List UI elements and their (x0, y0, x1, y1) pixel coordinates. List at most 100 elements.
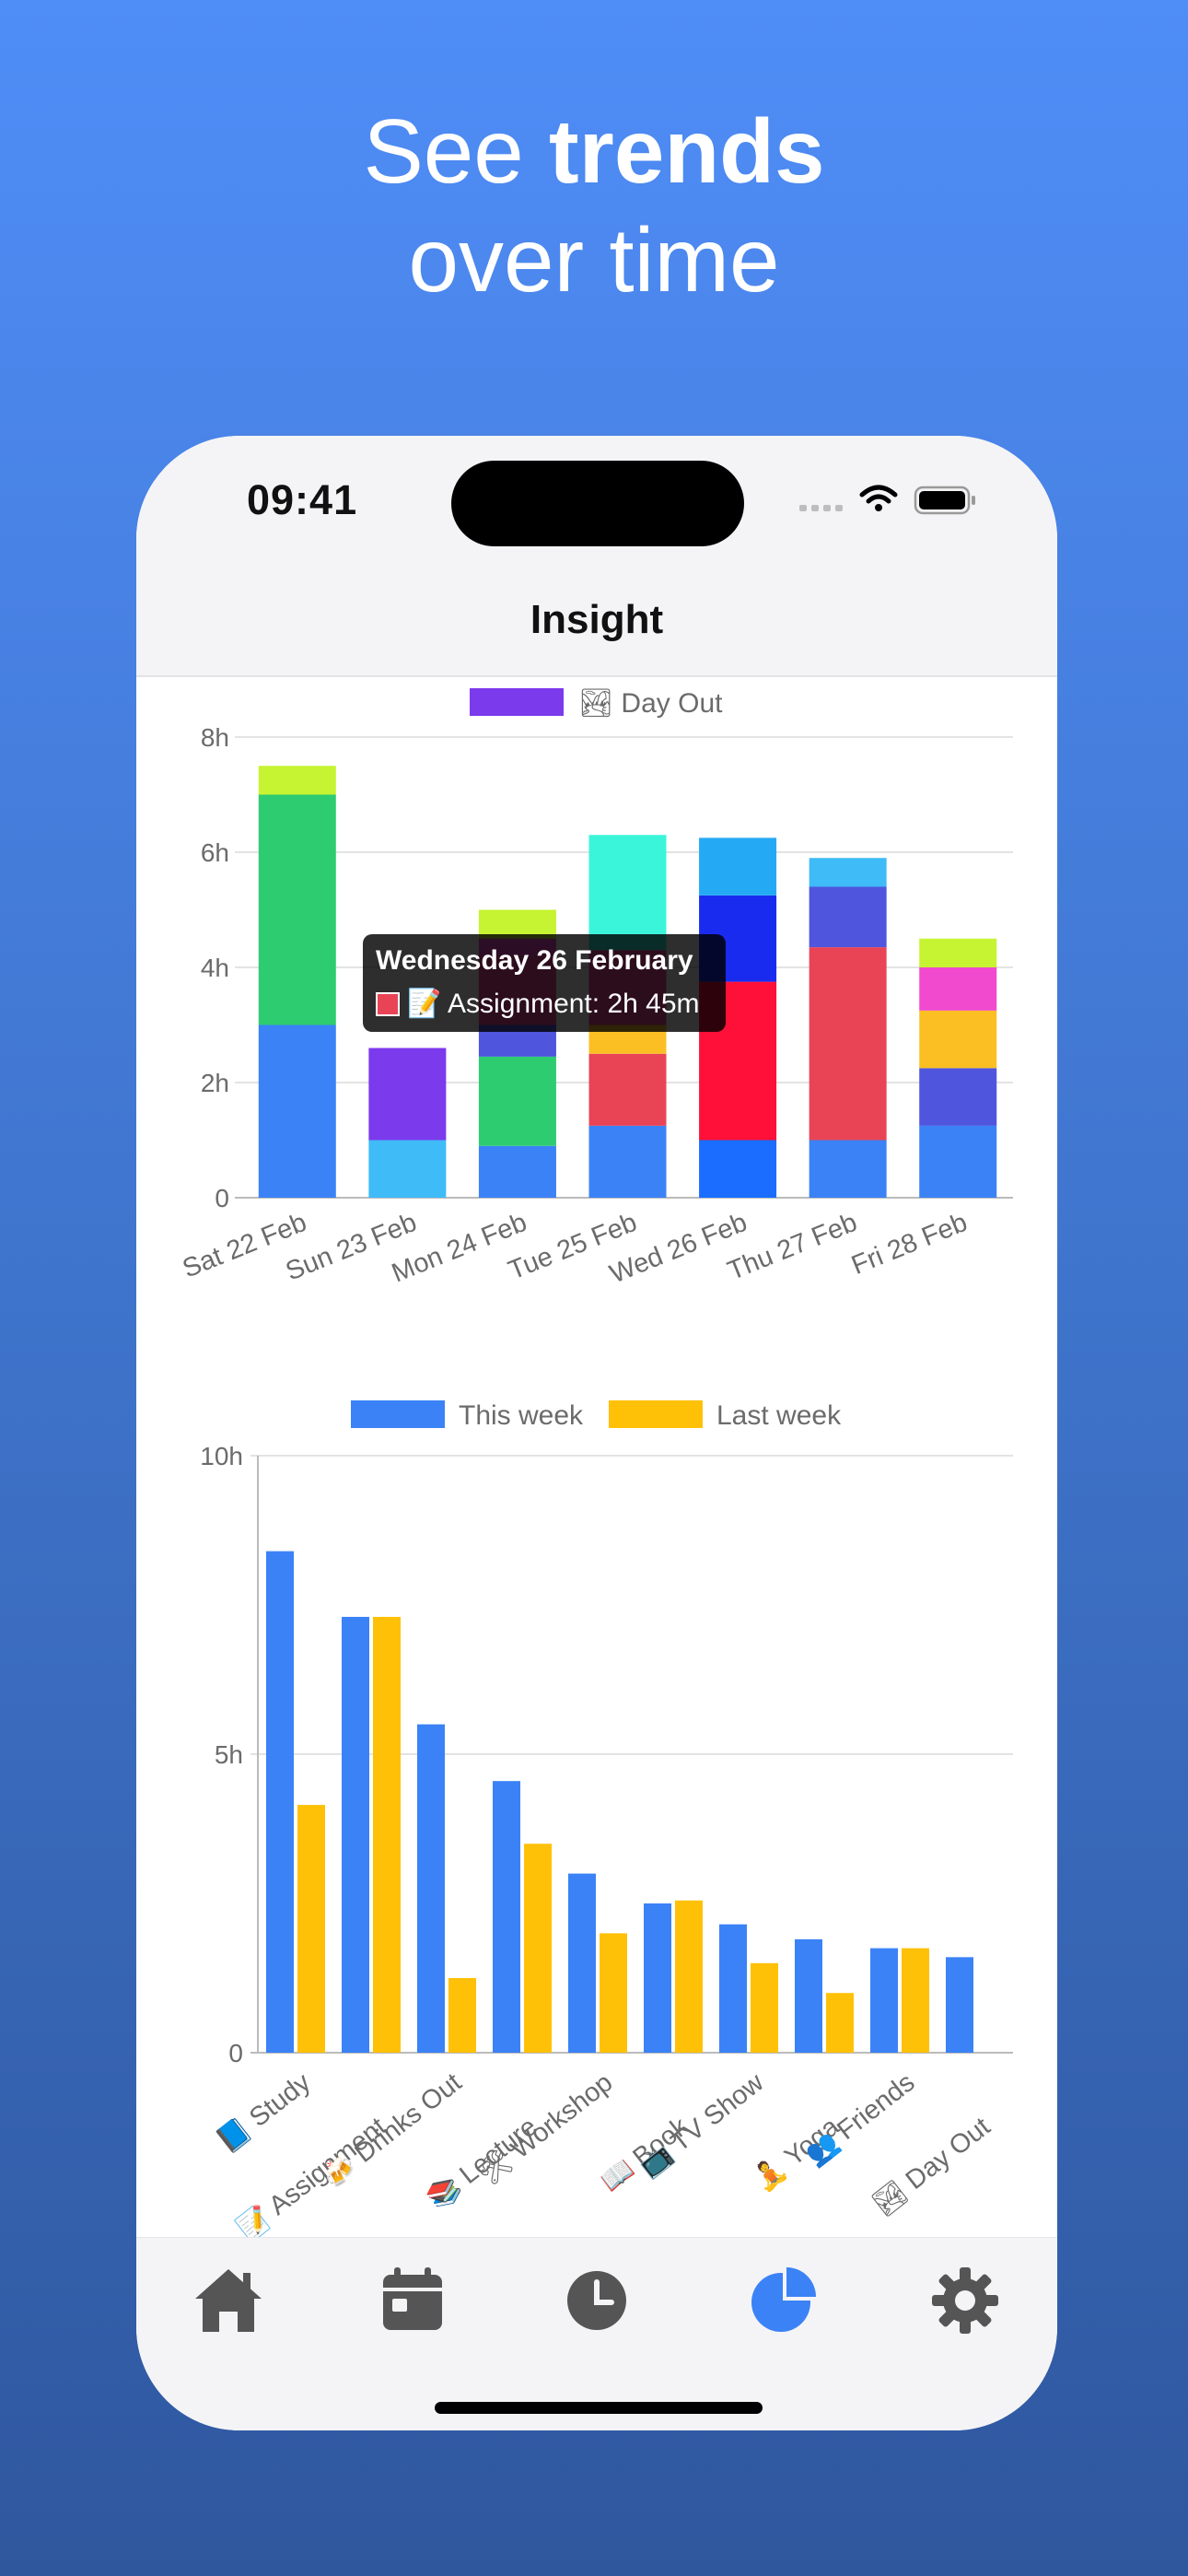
tab-bar (136, 2237, 1057, 2430)
bar-segment-fri-28-feb-4[interactable] (919, 938, 997, 967)
gear-icon (932, 2267, 998, 2334)
bar-segment-sat-22-feb-1[interactable] (258, 794, 336, 1025)
headline-line-1: See trends (0, 97, 1188, 205)
bar-segment-thu-27-feb-1[interactable] (809, 947, 887, 1141)
x-tick-label-day-out: 🏞 Day Out (868, 2112, 996, 2220)
chart2-legend[interactable]: This week Last week (351, 1400, 842, 1431)
chart1-legend[interactable]: 🏞 Day Out (470, 688, 723, 719)
x-tick-label-fri-28-feb: Fri 28 Feb (847, 1208, 972, 1281)
bar-segment-sun-23-feb-0[interactable] (368, 1140, 447, 1199)
headline-bold: trends (549, 100, 825, 202)
bar-this-week-drinks-out[interactable] (417, 1724, 445, 2053)
bar-segment-thu-27-feb-3[interactable] (809, 858, 887, 887)
x-tick-label-workshop: 🛠 Workshop (473, 2067, 619, 2190)
chart1-bars[interactable] (258, 766, 997, 1199)
bar-this-week-tv-show[interactable] (719, 1924, 747, 2053)
y-tick-label: 2h (201, 1069, 229, 1097)
bar-last-week-study[interactable] (297, 1805, 325, 2053)
y-tick-label: 10h (200, 1442, 243, 1470)
chart2-bars[interactable] (266, 1551, 973, 2053)
bar-this-week-friends[interactable] (870, 1948, 898, 2053)
tooltip-row: 📝 Assignment: 2h 45m (376, 988, 700, 1020)
bar-segment-sun-23-feb-1[interactable] (368, 1048, 447, 1141)
headline-prefix: See (363, 100, 550, 202)
tooltip-label: 📝 Assignment: 2h 45m (407, 989, 700, 1019)
y-tick-label: 5h (215, 1740, 243, 1769)
bar-segment-fri-28-feb-2[interactable] (919, 1010, 997, 1069)
bar-segment-mon-24-feb-5[interactable] (478, 909, 556, 939)
bar-segment-sat-22-feb-0[interactable] (258, 1025, 336, 1199)
tooltip-title: Wednesday 26 February (376, 945, 693, 976)
x-tick-label-tv-show: 📺 TV Show (634, 2067, 770, 2183)
bar-segment-thu-27-feb-2[interactable] (809, 886, 887, 948)
cellular-signal-icon (799, 505, 843, 511)
tooltip-swatch (376, 991, 400, 1016)
bar-last-week-tv-show[interactable] (751, 1962, 778, 2053)
bar-segment-tue-25-feb-1[interactable] (588, 1053, 667, 1126)
dynamic-island (451, 461, 744, 546)
bar-this-week-book[interactable] (644, 1903, 671, 2053)
bar-this-week-workshop[interactable] (568, 1873, 596, 2053)
tab-timer[interactable] (560, 2264, 634, 2337)
y-tick-label: 6h (201, 838, 229, 867)
y-tick-label: 0 (228, 2039, 243, 2067)
bar-segment-sat-22-feb-2[interactable] (258, 766, 336, 795)
bar-this-week-yoga[interactable] (795, 1938, 822, 2053)
battery-icon (914, 486, 975, 515)
legend-label-day-out: 🏞 Day Out (578, 688, 723, 719)
bar-this-week-assignment[interactable] (342, 1616, 369, 2053)
bar-segment-mon-24-feb-0[interactable] (478, 1145, 556, 1198)
bar-last-week-lecture[interactable] (524, 1844, 552, 2053)
clock-icon (567, 2271, 626, 2330)
tab-insight[interactable] (744, 2264, 818, 2337)
pie-chart-icon (751, 2267, 816, 2332)
bar-segment-tue-25-feb-4[interactable] (588, 835, 667, 951)
tab-settings[interactable] (928, 2264, 1002, 2337)
y-tick-label: 8h (201, 723, 229, 752)
bar-last-week-yoga[interactable] (826, 1993, 854, 2053)
y-tick-label: 4h (201, 954, 229, 982)
bar-last-week-friends[interactable] (902, 1948, 929, 2053)
bar-segment-fri-28-feb-0[interactable] (919, 1125, 997, 1198)
bar-segment-tue-25-feb-0[interactable] (588, 1125, 667, 1198)
bar-this-week-study[interactable] (266, 1551, 294, 2053)
weekly-comparison-bar-chart[interactable]: This week Last week 0 5h 10h 📘 Study📝 Assi… (136, 1389, 1057, 2246)
chart2-y-axis: 0 5h 10h (200, 1442, 243, 2067)
bar-last-week-book[interactable] (675, 1900, 703, 2053)
chart2-x-axis: 📘 Study📝 Assignment🍻 Drinks Out📚 Lecture… (212, 2067, 996, 2245)
page-title: Insight (530, 597, 664, 642)
legend-swatch-last-week (609, 1400, 703, 1428)
status-icons (799, 485, 975, 515)
chart1-y-axis: 0 2h 4h 6h 8h (201, 723, 229, 1212)
status-time: 09:41 (247, 476, 358, 523)
headline-line-2: over time (408, 209, 780, 310)
bar-segment-mon-24-feb-1[interactable] (478, 1056, 556, 1146)
bar-segment-fri-28-feb-1[interactable] (919, 1068, 997, 1126)
bar-last-week-drinks-out[interactable] (448, 1978, 476, 2053)
legend-label-last-week: Last week (716, 1400, 842, 1431)
bar-segment-wed-26-feb-3[interactable] (699, 837, 777, 896)
bar-segment-wed-26-feb-0[interactable] (699, 1140, 777, 1199)
y-tick-label: 0 (215, 1184, 229, 1212)
legend-swatch-day-out (470, 688, 564, 716)
bar-segment-thu-27-feb-0[interactable] (809, 1140, 887, 1199)
bar-this-week-day-out[interactable] (946, 1957, 973, 2053)
tab-calendar[interactable] (376, 2264, 449, 2337)
bar-last-week-assignment[interactable] (373, 1616, 401, 2053)
home-indicator[interactable] (435, 2402, 763, 2414)
bar-segment-fri-28-feb-3[interactable] (919, 967, 997, 1011)
chart-tooltip: Wednesday 26 February 📝 Assignment: 2h 4… (363, 934, 726, 1032)
headline: See trends over time (0, 97, 1188, 314)
x-tick-label-study: 📘 Study (212, 2067, 317, 2158)
home-icon (195, 2269, 262, 2332)
bar-this-week-lecture[interactable] (493, 1781, 520, 2053)
top-bar: 09:41 Insight (136, 436, 1057, 677)
calendar-icon (383, 2267, 442, 2330)
bar-last-week-workshop[interactable] (600, 1933, 627, 2053)
legend-swatch-this-week (351, 1400, 445, 1428)
phone-frame: 09:41 Insight 🏞 Day (136, 436, 1057, 2430)
tab-home[interactable] (192, 2264, 265, 2337)
wifi-icon (859, 485, 898, 511)
